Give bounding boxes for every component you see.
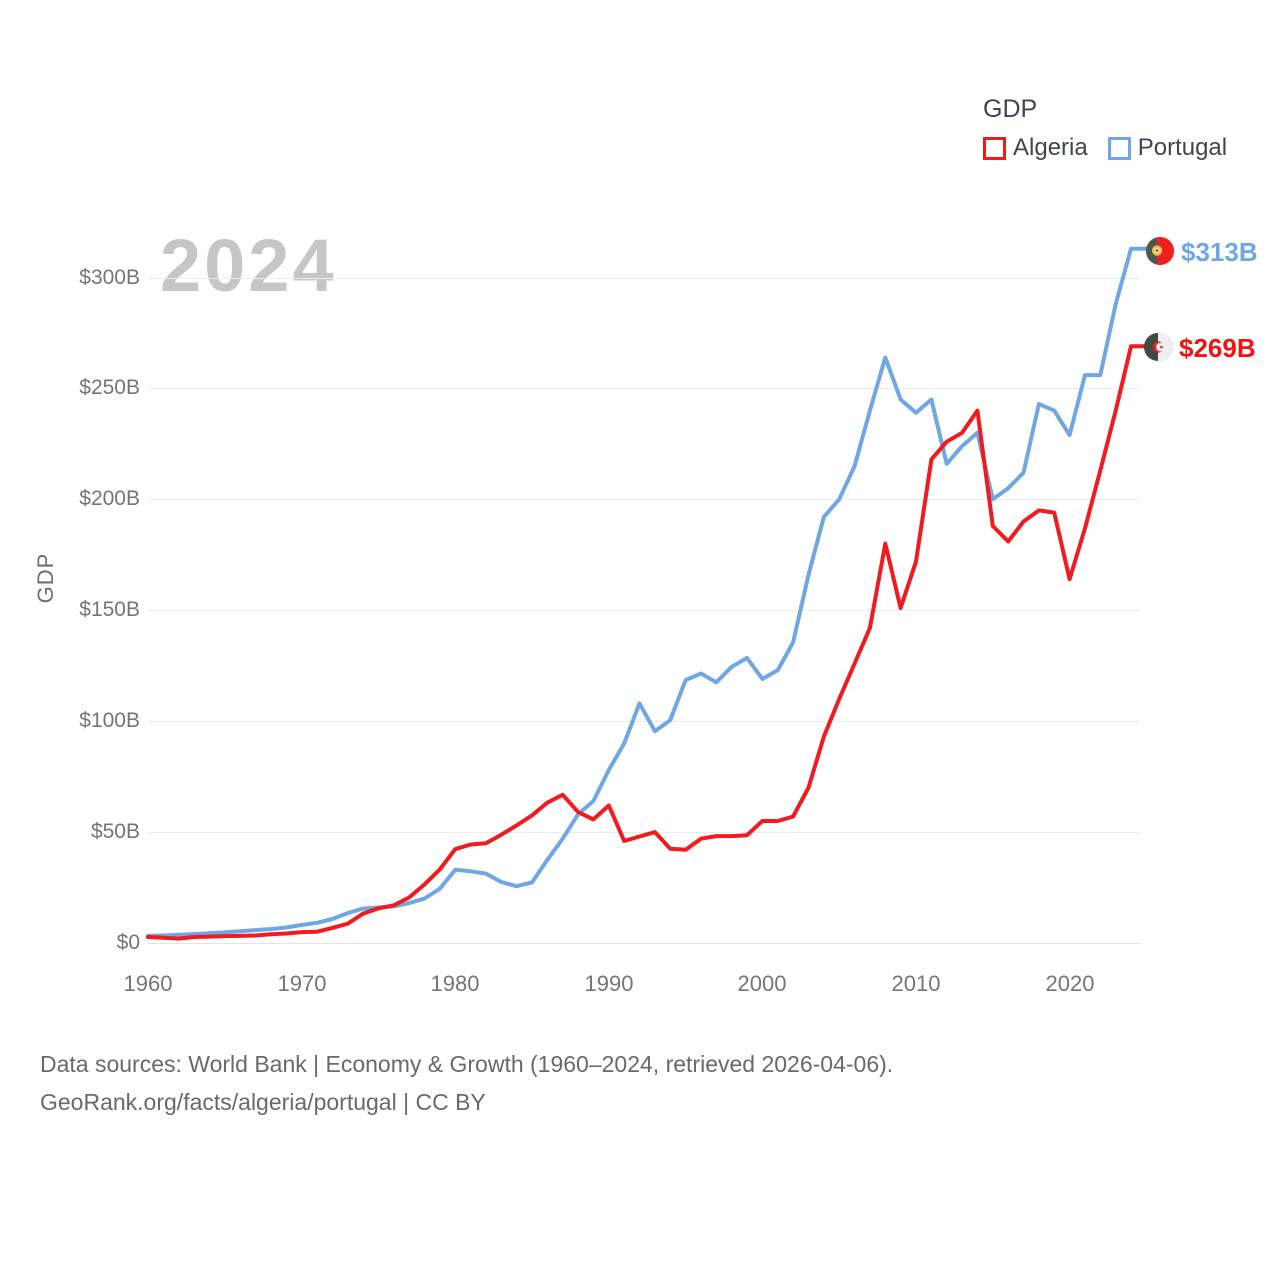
- algeria-swatch-icon: [983, 136, 1006, 160]
- plot-area: [146, 246, 1152, 941]
- chart-legend: GDP Algeria Portugal: [983, 95, 1227, 162]
- y-tick-0: $0: [116, 931, 140, 954]
- legend-label-portugal: Portugal: [1137, 134, 1228, 161]
- algeria-end-value: $269B: [1179, 333, 1256, 363]
- x-tick-2000: 2000: [737, 971, 787, 996]
- legend-item-portugal[interactable]: Portugal: [1107, 134, 1228, 162]
- series-line-algeria[interactable]: [146, 344, 1152, 941]
- gridline-300: [148, 278, 1140, 279]
- footer-data-sources: Data sources: World Bank | Economy & Gro…: [40, 1051, 894, 1077]
- footer-attribution: GeoRank.org/facts/algeria/portugal | CC …: [40, 1089, 486, 1115]
- gridline-150: [148, 610, 1140, 611]
- legend-label-algeria: Algeria: [1013, 134, 1088, 161]
- x-tick-1960: 1960: [123, 971, 173, 996]
- footer: Data sources: World Bank | Economy & Gro…: [40, 1045, 893, 1121]
- x-tick-2010: 2010: [891, 971, 941, 996]
- portugal-end-value: $313B: [1181, 237, 1258, 267]
- x-tick-1970: 1970: [277, 971, 327, 996]
- gridline-250: [148, 388, 1140, 389]
- algeria-flag-icon: [1144, 333, 1172, 361]
- y-tick-200: $200B: [79, 487, 140, 510]
- y-tick-100: $100B: [79, 709, 140, 732]
- x-tick-1990: 1990: [584, 971, 634, 996]
- y-axis-title: GDP: [33, 552, 58, 604]
- portugal-flag-icon: [1146, 237, 1174, 265]
- watermark-year: 2024: [160, 224, 337, 307]
- y-tick-300: $300B: [79, 266, 140, 289]
- y-tick-250: $250B: [79, 376, 140, 399]
- portugal-swatch-icon: [1107, 136, 1131, 160]
- legend-items: Algeria Portugal: [983, 134, 1227, 162]
- gridline-0: [148, 943, 1140, 944]
- gridline-100: [148, 721, 1140, 722]
- y-tick-150: $150B: [79, 598, 140, 621]
- y-tick-50: $50B: [90, 820, 140, 843]
- gridline-200: [148, 499, 1140, 500]
- legend-title: GDP: [983, 95, 1038, 123]
- gridline-50: [148, 832, 1140, 833]
- x-tick-1980: 1980: [430, 971, 480, 996]
- legend-item-algeria[interactable]: Algeria: [983, 134, 1088, 162]
- x-tick-2020: 2020: [1045, 971, 1095, 996]
